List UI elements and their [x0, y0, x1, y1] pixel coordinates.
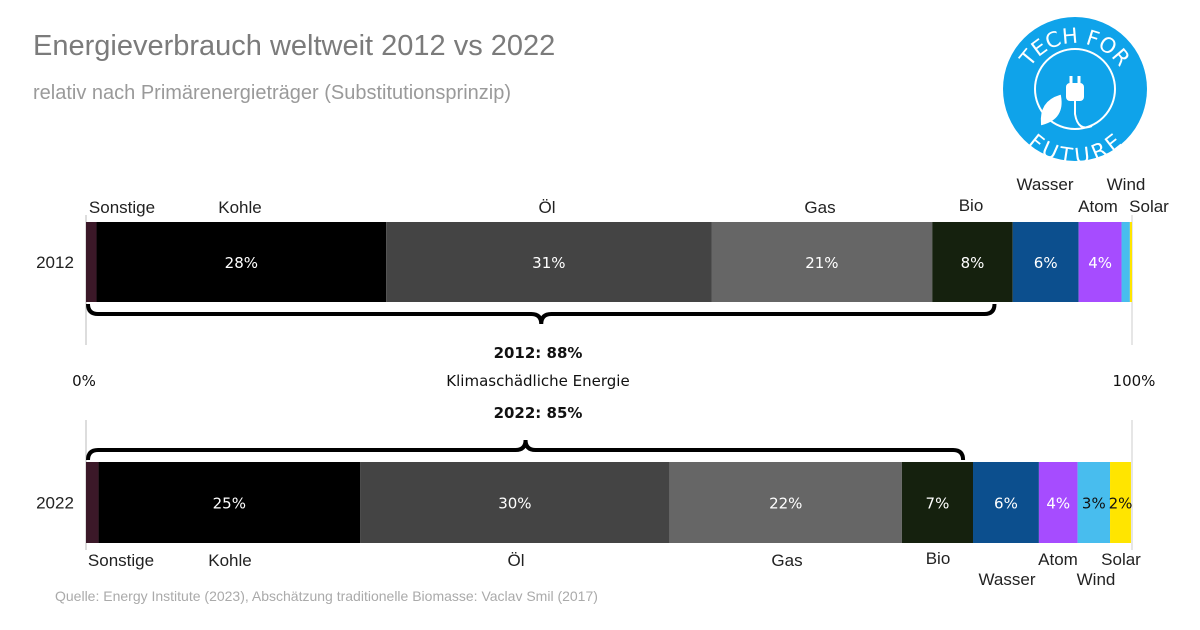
data-label: 6%: [1034, 254, 1058, 272]
series-label-Sonstige: Sonstige: [89, 198, 155, 217]
bar-segment-2012-Gas: [711, 222, 933, 302]
data-label: 4%: [1088, 254, 1112, 272]
bar-segment-2022-Solar: [1110, 462, 1131, 543]
data-label: 2%: [1109, 495, 1133, 513]
logo: TECH FOR FUTURE: [1003, 17, 1147, 164]
axis-label-max: 100%: [1113, 372, 1156, 390]
data-label: 7%: [926, 495, 950, 513]
bar-segment-2022-Atom: [1038, 462, 1078, 543]
axis-label-min: 0%: [72, 372, 96, 390]
chart-subtitle: relativ nach Primärenergieträger (Substi…: [33, 82, 511, 104]
series-label-Wind: Wind: [1077, 570, 1116, 589]
annotation-2022: 2022: 85%: [494, 404, 583, 422]
series-label-Bio: Bio: [926, 549, 951, 568]
plug-leaf-icon: [1034, 48, 1116, 130]
data-label: 31%: [532, 254, 565, 272]
series-label-Wasser: Wasser: [979, 570, 1036, 589]
series-label-Öl: Öl: [539, 198, 556, 217]
bar-segment-2022-Öl: [360, 462, 670, 543]
series-label-Gas: Gas: [804, 198, 835, 217]
series-label-Wasser: Wasser: [1017, 175, 1074, 194]
bar-segment-2012-Sonstige: [86, 222, 97, 302]
data-label: 22%: [769, 495, 802, 513]
series-label-Solar: Solar: [1101, 550, 1141, 569]
data-label: 25%: [213, 495, 246, 513]
bar-segment-2022-Gas: [669, 462, 902, 543]
data-label: 8%: [961, 254, 985, 272]
series-label-Kohle: Kohle: [208, 551, 251, 570]
series-label-Kohle: Kohle: [218, 198, 261, 217]
data-label: 3%: [1082, 495, 1106, 513]
bar-segment-2012-Wind: [1121, 222, 1130, 302]
brace-2012: [86, 303, 997, 325]
series-label-Sonstige: Sonstige: [88, 551, 154, 570]
bar-segment-2012-Kohle: [96, 222, 387, 302]
series-label-Solar: Solar: [1129, 197, 1169, 216]
series-label-Öl: Öl: [508, 551, 525, 570]
series-label-Atom: Atom: [1078, 197, 1118, 216]
bar-segment-2012-Solar: [1129, 222, 1132, 302]
bar-segment-2012-Atom: [1078, 222, 1122, 302]
annotation-group-label: Klimaschädliche Energie: [446, 372, 629, 390]
bar-segment-2012-Bio: [932, 222, 1013, 302]
brace-2022: [86, 439, 966, 461]
series-label-Gas: Gas: [771, 551, 802, 570]
bar-segment-2012-Öl: [386, 222, 712, 302]
bar-segment-2022-Bio: [901, 462, 974, 543]
series-label-Wind: Wind: [1107, 175, 1146, 194]
data-label: 6%: [994, 495, 1018, 513]
series-label-Bio: Bio: [959, 196, 984, 215]
data-label: 28%: [225, 254, 258, 272]
data-label: 30%: [498, 495, 531, 513]
bar-segment-2022-Sonstige: [86, 462, 99, 543]
series-label-Atom: Atom: [1038, 550, 1078, 569]
bar-segment-2012-Wasser: [1012, 222, 1079, 302]
chart-title: Energieverbrauch weltweit 2012 vs 2022: [33, 30, 556, 62]
category-label-2012: 2012: [36, 253, 74, 272]
annotation-2012: 2012: 88%: [494, 344, 583, 362]
bar-segment-2022-Wasser: [973, 462, 1039, 543]
data-label: 4%: [1046, 495, 1070, 513]
category-label-2022: 2022: [36, 494, 74, 513]
bar-segment-2022-Kohle: [98, 462, 361, 543]
data-label: 21%: [805, 254, 838, 272]
bar-segment-2022-Wind: [1077, 462, 1111, 543]
source-note: Quelle: Energy Institute (2023), Abschät…: [55, 588, 598, 604]
